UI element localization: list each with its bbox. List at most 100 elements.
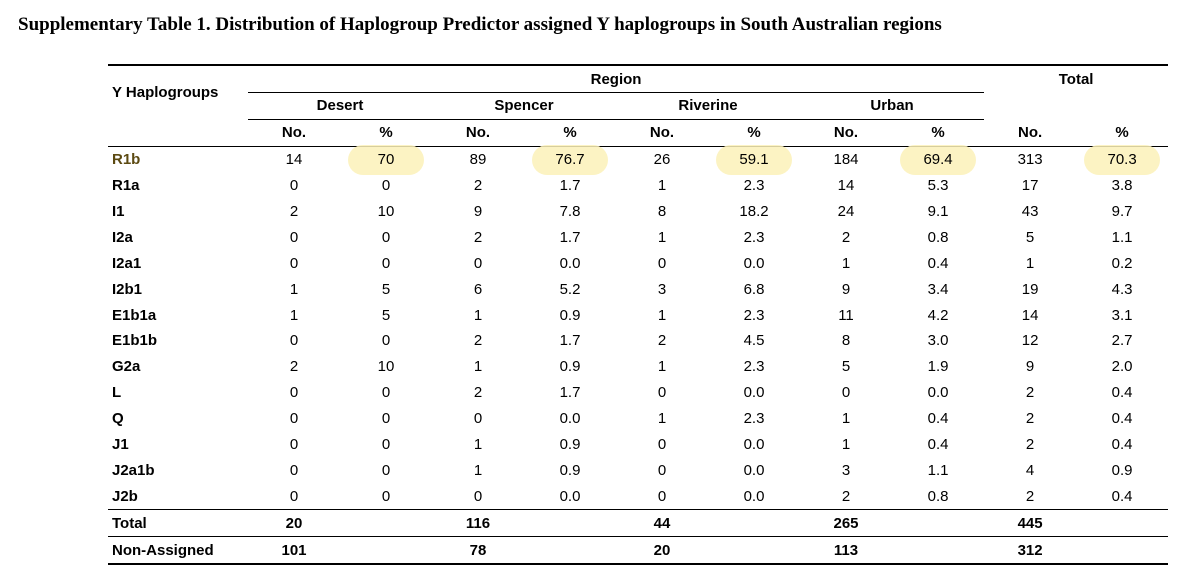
table-row: L 0 0 2 1.7 0 0.0 0 0.0 2 0.4 <box>108 380 1168 406</box>
percent-cell: 0.0 <box>743 461 765 479</box>
table-row: J1 0 0 1 0.9 0 0.0 1 0.4 2 0.4 <box>108 432 1168 458</box>
percent-cell: 0.0 <box>743 254 765 272</box>
haplogroup-label: Q <box>112 410 124 428</box>
haplogroup-label: R1b <box>112 151 141 169</box>
table-row: Total 20 116 44 265 445 <box>108 509 1169 537</box>
percent-column-header: % <box>340 119 432 147</box>
count-cell: 20 <box>616 536 708 566</box>
count-column-header: No. <box>616 119 708 147</box>
percent-cell: 0.9 <box>559 358 581 376</box>
percent-cell: 0.9 <box>559 461 581 479</box>
percent-value: 69.4 <box>923 151 953 169</box>
percent-cell: 1.7 <box>559 177 581 195</box>
count-cell: 1 <box>289 306 299 324</box>
count-cell: 445 <box>984 509 1077 537</box>
count-column-header: No. <box>248 119 340 147</box>
table-row: I2a 0 0 2 1.7 1 2.3 2 0.8 5 1.1 <box>108 224 1168 250</box>
count-cell: 1 <box>473 461 483 479</box>
percent-cell: 76.7 <box>524 144 616 175</box>
table-caption: Supplementary Table 1. Distribution of H… <box>18 14 942 35</box>
percent-cell: 2.3 <box>743 410 765 428</box>
count-cell: 1 <box>657 228 667 246</box>
percent-cell: 70 <box>340 144 432 175</box>
percent-cell: 10 <box>377 358 395 376</box>
count-cell: 9 <box>841 280 851 298</box>
table-row: I1 2 10 9 7.8 8 18.2 24 9.1 43 9.7 <box>108 199 1168 225</box>
count-cell: 0 <box>289 436 299 454</box>
table-row: E1b1b 0 0 2 1.7 2 4.5 8 3.0 12 2.7 <box>108 328 1168 354</box>
percent-cell <box>708 536 800 566</box>
count-cell: 2 <box>1025 487 1035 505</box>
percent-cell <box>892 509 985 537</box>
count-cell: 1 <box>473 436 483 454</box>
count-cell: 78 <box>432 536 524 566</box>
percent-cell <box>1076 536 1169 566</box>
percent-cell: 18.2 <box>739 203 769 220</box>
count-cell: 265 <box>800 509 892 537</box>
count-cell: 3 <box>657 280 667 298</box>
percent-cell: 0 <box>381 461 391 479</box>
count-cell: 5 <box>841 358 851 376</box>
count-cell: 2 <box>473 332 483 350</box>
percent-value: 59.1 <box>739 151 769 169</box>
highlight-mark <box>900 144 977 175</box>
count-cell: 3 <box>841 461 851 479</box>
percent-column-header: % <box>708 119 800 147</box>
haplogroup-label: I2a <box>112 228 133 246</box>
table-row: Q 0 0 0 0.0 1 2.3 1 0.4 2 0.4 <box>108 406 1168 432</box>
percent-cell: 0 <box>381 436 391 454</box>
region-header: Region <box>248 64 985 93</box>
haplogroup-label: I2a1 <box>112 254 142 272</box>
percent-cell: 4.5 <box>743 332 765 350</box>
count-cell: 0 <box>657 487 667 505</box>
percent-cell: 6.8 <box>743 280 765 298</box>
count-cell: 0 <box>289 487 299 505</box>
count-cell: 9 <box>473 203 483 220</box>
percent-cell: 0.0 <box>927 384 949 402</box>
percent-cell <box>708 509 800 537</box>
count-cell: 11 <box>838 306 854 324</box>
count-cell: 8 <box>841 332 851 350</box>
count-cell: 1 <box>657 177 667 195</box>
count-cell: 8 <box>657 203 667 220</box>
count-cell: 9 <box>1025 358 1035 376</box>
region-desert-header: Desert <box>248 92 432 120</box>
percent-cell: 0.0 <box>559 254 581 272</box>
percent-cell <box>340 509 432 537</box>
percent-cell: 0.8 <box>927 487 949 505</box>
count-cell: 2 <box>657 332 667 350</box>
percent-cell: 9.7 <box>1111 203 1133 220</box>
haplogroup-label: I2b1 <box>112 280 143 298</box>
table-row: J2b 0 0 0 0.0 0 0.0 2 0.8 2 0.4 <box>108 483 1168 509</box>
percent-column-header: % <box>1076 119 1169 147</box>
count-cell: 44 <box>616 509 708 537</box>
haplogroup-table-wrapper: Y Haplogroups Region Total Desert Spence… <box>108 63 1169 566</box>
percent-cell <box>1076 509 1169 537</box>
percent-value: 76.7 <box>555 151 585 169</box>
percent-cell: 5.3 <box>927 177 949 195</box>
count-cell: 313 <box>1017 151 1043 169</box>
count-cell: 2 <box>473 228 483 246</box>
percent-cell: 1.7 <box>559 384 581 402</box>
haplogroup-label: R1a <box>112 177 140 195</box>
percent-cell: 0.4 <box>1111 436 1133 454</box>
percent-cell: 2.3 <box>743 306 765 324</box>
count-cell: 4 <box>1025 461 1035 479</box>
table-row: G2a 2 10 1 0.9 1 2.3 5 1.9 9 2.0 <box>108 354 1168 380</box>
count-cell: 1 <box>841 436 851 454</box>
count-cell: 0 <box>657 384 667 402</box>
count-cell: 1 <box>841 254 851 272</box>
percent-cell: 0 <box>381 384 391 402</box>
percent-cell: 3.4 <box>927 280 949 298</box>
haplogroup-label: Non-Assigned <box>108 536 248 566</box>
percent-cell: 0 <box>381 254 391 272</box>
percent-cell: 59.1 <box>708 144 800 175</box>
count-cell: 0 <box>657 461 667 479</box>
count-cell: 14 <box>285 151 303 169</box>
region-spencer-header: Spencer <box>432 92 616 120</box>
row-label-header: Y Haplogroups <box>108 63 248 120</box>
percent-cell: 0 <box>381 410 391 428</box>
percent-cell: 4.3 <box>1111 280 1133 298</box>
percent-cell: 0.4 <box>927 436 949 454</box>
count-cell: 2 <box>473 177 483 195</box>
